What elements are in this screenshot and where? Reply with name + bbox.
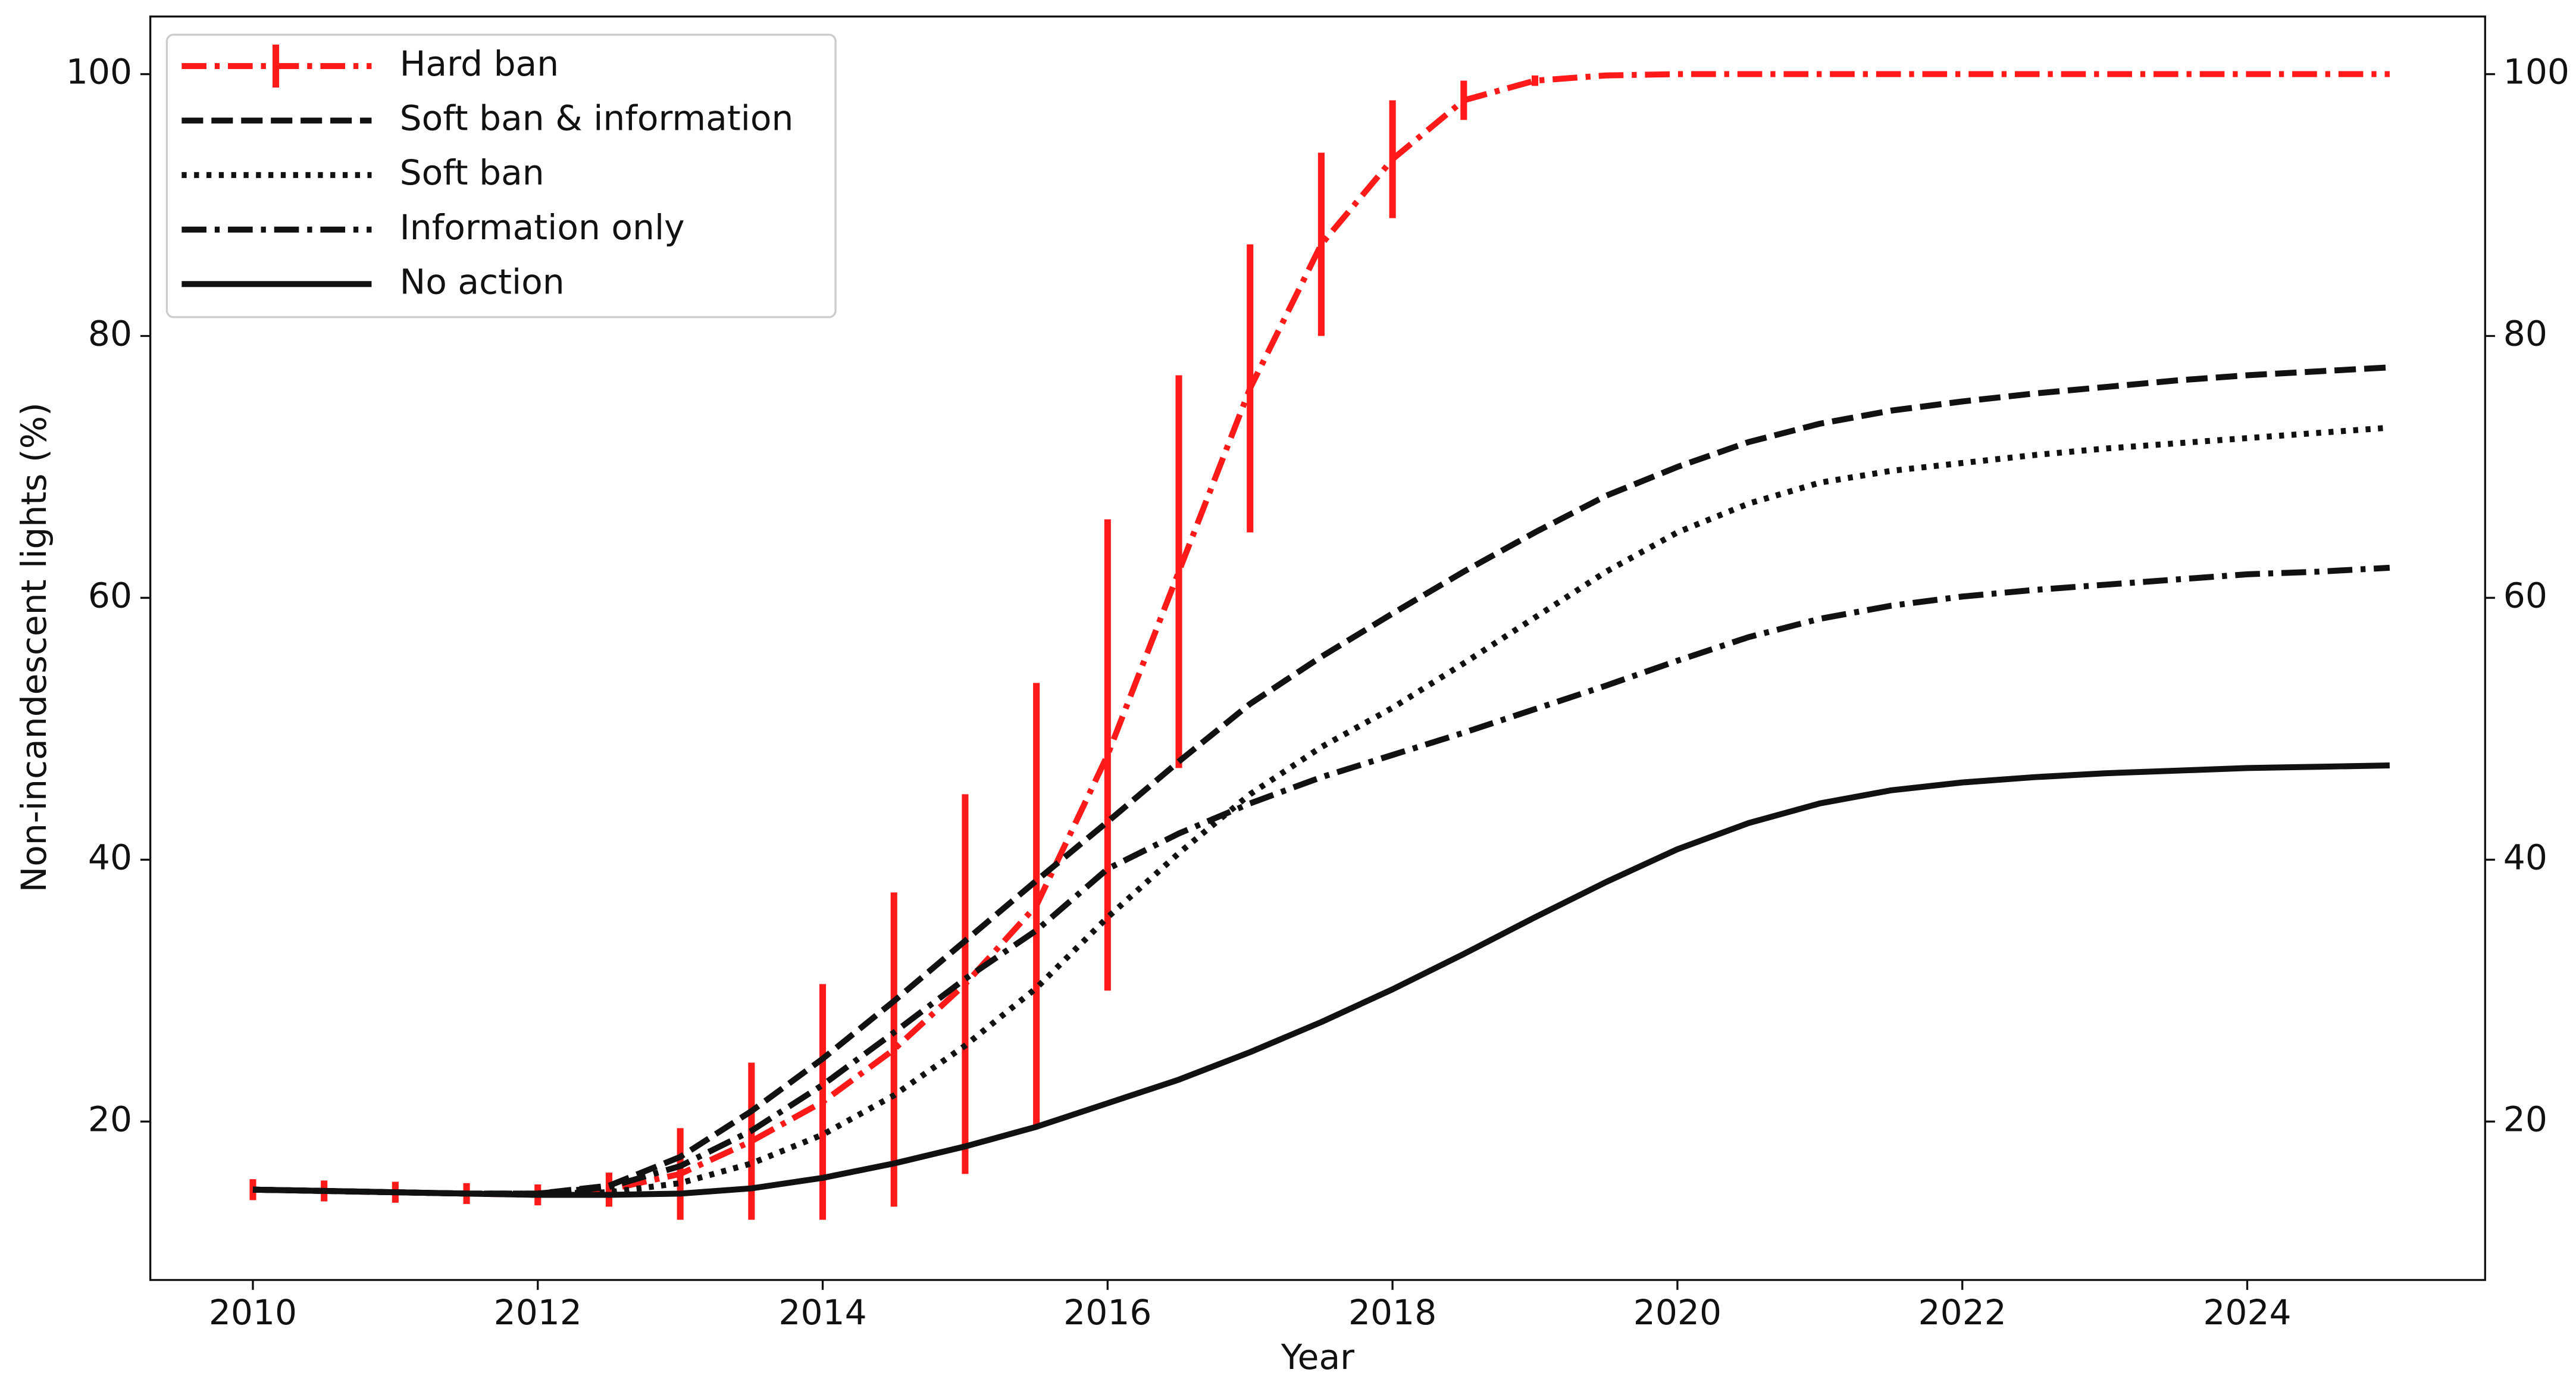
y-tick-label: 40 xyxy=(88,837,132,878)
legend-label: Soft ban & information xyxy=(400,98,794,139)
legend-box xyxy=(165,33,837,318)
series-line xyxy=(252,564,2390,1197)
y-tick-label: 20 xyxy=(88,1099,132,1139)
plot-frame xyxy=(149,15,2486,1281)
series-line xyxy=(252,71,2390,1198)
legend-label: Hard ban xyxy=(400,43,559,84)
y-tick-label: 100 xyxy=(66,52,132,92)
x-tick-label: 2022 xyxy=(1918,1292,2007,1333)
legend-label: No action xyxy=(400,261,565,302)
legend-label: Information only xyxy=(400,207,685,248)
x-tick-label: 2020 xyxy=(1633,1292,1721,1333)
x-axis-label: Year xyxy=(1281,1337,1354,1377)
x-tick-label: 2016 xyxy=(1063,1292,1151,1333)
y-tick-label: 60 xyxy=(88,576,132,616)
x-tick-label: 2012 xyxy=(494,1292,582,1333)
x-tick-label: 2024 xyxy=(2203,1292,2291,1333)
x-tick-label: 2014 xyxy=(778,1292,866,1333)
y-tick-label: 80 xyxy=(88,314,132,354)
legend: Hard ban Soft ban & information Soft ban In… xyxy=(165,33,837,318)
plot xyxy=(249,71,2390,1220)
y2-tick-label: 40 xyxy=(2503,837,2547,878)
legend-label: Soft ban xyxy=(400,152,544,193)
y-axis-label: Non-incandescent lights (%) xyxy=(14,402,54,892)
series-line xyxy=(252,762,2390,1198)
y2-tick-label: 100 xyxy=(2503,52,2569,92)
x-tick-label: 2018 xyxy=(1348,1292,1436,1333)
y2-tick-label: 80 xyxy=(2503,314,2547,354)
series-line xyxy=(252,364,2390,1197)
y2-tick-label: 60 xyxy=(2503,576,2547,616)
y2-tick-label: 20 xyxy=(2503,1099,2547,1139)
series-line xyxy=(252,424,2390,1197)
x-tick-label: 2010 xyxy=(209,1292,297,1333)
